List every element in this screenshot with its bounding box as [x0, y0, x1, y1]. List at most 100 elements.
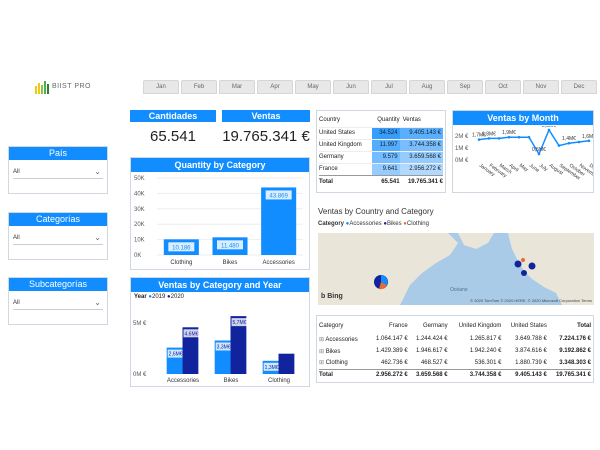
chart-title: Ventas by Month — [453, 111, 593, 125]
month-tab-jul[interactable]: Jul — [371, 80, 407, 94]
table-total-row: Total 65.541 19.765.341 € — [319, 174, 443, 189]
legend-item: 2019 — [151, 294, 166, 300]
line-point — [577, 140, 581, 144]
matrix-cell: 536.301 € — [474, 359, 502, 366]
expand-icon[interactable]: ⊞ — [319, 360, 326, 367]
legend-title: Year — [134, 294, 147, 300]
kpi-cantidades[interactable]: Cantidades vendidas 65.541 — [130, 110, 216, 152]
matrix-row[interactable]: ⊞ Clothing 462.736 € 468.527 € 536.301 € 1.8… — [319, 357, 591, 369]
month-tab-apr[interactable]: Apr — [257, 80, 293, 94]
year-bar-svg: 5M € 0M € 2,6M€ 4,6M€ Accessories 3,3M€ 5,7M€ B… — [133, 316, 295, 384]
table-row[interactable]: United Kingdom 11.997 3.744.358 € — [319, 138, 443, 151]
map-ocean-label: Océano — [450, 287, 468, 293]
bing-logo: b Bing — [321, 293, 343, 300]
logo: BIIST PRO — [35, 80, 95, 96]
column-header[interactable]: France — [389, 323, 408, 329]
month-tab-sep[interactable]: Sep — [447, 80, 483, 94]
matrix-cell: 3.659.568 € — [407, 368, 448, 381]
kpi-ventas[interactable]: Ventas 19.765.341 € — [222, 110, 310, 152]
data-label-bg — [215, 342, 234, 351]
us-pie-slice — [379, 282, 387, 290]
month-tab-may[interactable]: May — [295, 80, 331, 94]
data-label-bg — [168, 242, 195, 252]
table-cell: Total — [319, 174, 372, 189]
column-header[interactable]: Germany — [422, 323, 448, 329]
month-tab-mar[interactable]: Mar — [219, 80, 255, 94]
x-tick-label: June — [528, 163, 541, 174]
data-label-bg — [265, 190, 292, 200]
month-tab-dec[interactable]: Dec — [561, 80, 597, 94]
map-title: Ventas by Country and Category — [318, 207, 434, 216]
bing-icon: b — [321, 293, 326, 300]
table-row[interactable]: France 9.641 2.956.272 € — [319, 162, 443, 175]
matrix-header-row: Category France Germany United Kingdom Unite… — [319, 319, 591, 333]
table-cell: 2.956.272 € — [399, 162, 443, 175]
column-header[interactable]: Total — [577, 323, 591, 329]
month-tab-oct[interactable]: Oct — [485, 80, 521, 94]
ventas-by-category-year-chart[interactable]: Ventas by Category and Year Year ●2019 ●… — [130, 277, 310, 387]
ventas-matrix[interactable]: Category France Germany United Kingdom Unite… — [316, 315, 594, 383]
kpi-value: 65.541 — [150, 128, 196, 145]
matrix-cell: 3.348.303 € — [559, 359, 591, 366]
slicer-subcategorias[interactable]: Subcategorías All ⌄ — [8, 277, 108, 325]
table-row[interactable]: United States 34.524 9.405.143 € — [319, 126, 443, 139]
data-label-bg — [183, 329, 202, 338]
table-cell: 34.524 — [371, 126, 400, 139]
month-tab-aug[interactable]: Aug — [409, 80, 445, 94]
column-header[interactable]: Country — [319, 117, 341, 124]
legend-dot: ● — [381, 221, 387, 227]
matrix-cell: 468.527 € — [420, 359, 448, 366]
legend-item: 2020 — [170, 294, 184, 300]
matrix-row[interactable]: ⊞ Accessories 1.064.147 € 1.244.424 € 1.265… — [319, 333, 591, 345]
table-cell: 9.405.143 € — [399, 126, 443, 139]
matrix-cell: 1.429.389 € — [376, 348, 408, 354]
month-tab-jan[interactable]: Jan — [143, 80, 179, 94]
column-header[interactable]: United Kingdom — [458, 323, 502, 329]
expand-icon[interactable]: ⊞ — [319, 336, 326, 343]
data-label: 1,4M€ — [562, 136, 576, 142]
column-header[interactable]: Ventas — [402, 117, 421, 124]
line-point — [547, 128, 551, 132]
ventas-by-month-chart[interactable]: Ventas by Month 2M € 1M € 0M € 1,7M€ 1,8M€ 1,… — [452, 110, 594, 193]
matrix-cell: 3.744.358 € — [447, 368, 502, 381]
legend-item: Clothing — [406, 221, 429, 227]
month-tab-nov[interactable]: Nov — [523, 80, 559, 94]
data-label: 2,6M€ — [169, 352, 183, 358]
country-table[interactable]: Country Quantity Ventas United States 34.… — [316, 110, 446, 193]
table-cell: United Kingdom — [319, 138, 372, 151]
line-point — [507, 135, 511, 139]
uk-pie-marker[interactable] — [514, 260, 522, 268]
matrix-row[interactable]: ⊞ Bikes 1.429.389 € 1.946.617 € 1.942.240 €… — [319, 345, 591, 357]
france-pie-marker[interactable] — [521, 270, 527, 276]
column-header[interactable]: Quantity — [377, 117, 400, 124]
slicer-dropdown[interactable]: All ⌄ — [13, 165, 103, 179]
x-tick-label: July — [538, 163, 549, 173]
slicer-categorias[interactable]: Categorías All ⌄ — [8, 212, 108, 260]
chart-title: Ventas by Category and Year — [131, 278, 309, 292]
germany-pie-marker[interactable] — [528, 262, 536, 270]
slicer-title: País — [9, 147, 107, 160]
column-header[interactable]: Category — [319, 323, 344, 329]
matrix-cell: 1.942.240 € — [469, 348, 502, 354]
table-header-row: Country Quantity Ventas — [319, 114, 443, 127]
table-row[interactable]: Germany 9.579 3.659.568 € — [319, 150, 443, 163]
expand-icon[interactable]: ⊞ — [319, 348, 326, 355]
x-tick-label: Clothing — [268, 378, 290, 384]
line-point — [497, 137, 501, 140]
slicer-dropdown[interactable]: All ⌄ — [13, 231, 103, 245]
slicer-dropdown[interactable]: All ⌄ — [13, 296, 103, 310]
quantity-by-category-chart[interactable]: Quantity by Category 50K 40K 30K 20K 10K 0K 10… — [130, 157, 310, 270]
table-cell: United States — [319, 126, 372, 139]
slicer-pais[interactable]: País All ⌄ — [8, 146, 108, 194]
kpi-title: Cantidades vendidas — [130, 110, 216, 133]
chevron-down-icon: ⌄ — [94, 167, 101, 176]
line-point — [527, 135, 531, 139]
x-tick-label: May — [518, 163, 530, 174]
map-visual[interactable]: Océano b Bing © 2020 TomTom © 2020 HERE,… — [318, 233, 594, 305]
y-tick-label: 30K — [134, 207, 145, 213]
chart-legend: Year ●2019 ●2020 — [134, 294, 184, 300]
month-tab-jun[interactable]: Jun — [333, 80, 369, 94]
month-tab-feb[interactable]: Feb — [181, 80, 217, 94]
y-tick-label: 0K — [134, 253, 141, 259]
column-header[interactable]: United States — [510, 323, 547, 329]
